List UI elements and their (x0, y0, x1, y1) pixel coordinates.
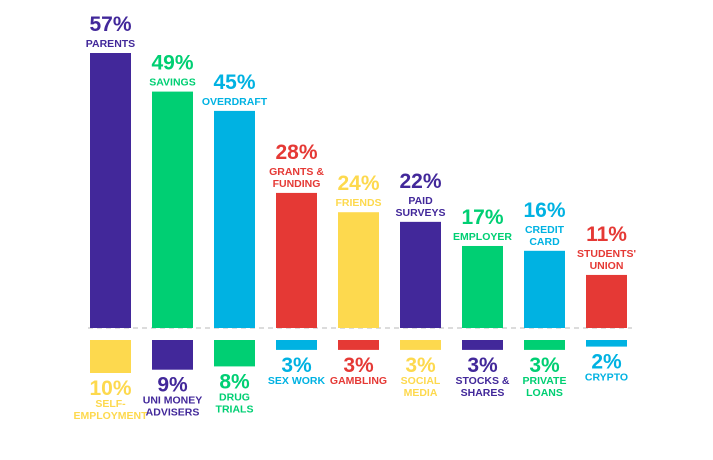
category-label-credit-card: CARD (529, 236, 560, 248)
category-label-grants-funding: FUNDING (273, 178, 321, 190)
value-label-paid-surveys: 22% (399, 170, 441, 193)
bar-students-union (586, 274, 627, 328)
bar-employer (462, 245, 503, 328)
value-label-self-employment: 10% (89, 377, 131, 400)
value-label-sex-work: 3% (281, 354, 312, 377)
value-label-friends: 24% (337, 172, 379, 195)
category-label-crypto: CRYPTO (585, 372, 628, 384)
category-label-students-union: UNION (590, 260, 624, 272)
category-label-parents: PARENTS (86, 38, 135, 50)
bar-drug-trials (214, 340, 255, 367)
bar-savings (152, 91, 193, 328)
value-label-overdraft: 45% (213, 71, 255, 94)
category-label-stocks-shares: STOCKS & (455, 375, 509, 387)
value-label-crypto: 2% (591, 351, 622, 374)
bar-stocks-shares (462, 340, 503, 350)
value-label-savings: 49% (151, 52, 193, 75)
bar-social-media (400, 340, 441, 350)
bar-paid-surveys (400, 221, 441, 328)
bar-uni-money-advisers (152, 340, 193, 370)
category-label-savings: SAVINGS (149, 77, 195, 89)
value-label-social-media: 3% (405, 354, 436, 377)
category-label-drug-trials: TRIALS (216, 403, 254, 415)
top-bar-series: 57% PARENTS 49% SAVINGS 45% OVERDRAFT 28% GRANT… (86, 13, 636, 328)
category-label-credit-card: CREDIT (525, 224, 565, 236)
category-label-overdraft: OVERDRAFT (202, 96, 268, 108)
value-label-credit-card: 16% (523, 199, 565, 222)
category-label-social-media: SOCIAL (401, 375, 441, 387)
category-label-uni-money-advisers: UNI MONEY (143, 395, 203, 407)
category-label-stocks-shares: SHARES (461, 387, 505, 399)
category-label-students-union: STUDENTS' (577, 248, 636, 260)
category-label-private-loans: LOANS (526, 387, 563, 399)
value-label-employer: 17% (461, 206, 503, 229)
value-label-students-union: 11% (586, 223, 627, 246)
bar-credit-card (524, 250, 565, 328)
category-label-drug-trials: DRUG (219, 391, 250, 403)
bar-grants-funding (276, 192, 317, 328)
category-label-sex-work: SEX WORK (268, 375, 326, 387)
value-label-private-loans: 3% (529, 354, 560, 377)
bar-overdraft (214, 110, 255, 328)
category-label-paid-surveys: PAID (408, 195, 433, 207)
category-label-grants-funding: GRANTS & (269, 166, 324, 178)
value-label-stocks-shares: 3% (467, 354, 498, 377)
value-label-grants-funding: 28% (275, 141, 317, 164)
category-label-uni-money-advisers: ADVISERS (146, 407, 200, 419)
bar-parents (90, 53, 131, 328)
bar-private-loans (524, 340, 565, 350)
category-label-paid-surveys: SURVEYS (396, 207, 446, 219)
value-label-gambling: 3% (343, 354, 374, 377)
category-label-friends: FRIENDS (335, 197, 381, 209)
category-label-gambling: GAMBLING (330, 375, 387, 387)
category-label-employer: EMPLOYER (453, 231, 512, 243)
value-label-drug-trials: 8% (219, 370, 250, 393)
bar-gambling (338, 340, 379, 350)
bar-friends (338, 212, 379, 328)
bar-crypto (586, 340, 627, 347)
category-label-self-employment: EMPLOYMENT (73, 410, 148, 422)
value-label-parents: 57% (89, 13, 131, 36)
category-label-social-media: MEDIA (404, 387, 438, 399)
category-label-private-loans: PRIVATE (523, 375, 567, 387)
bar-self-employment (90, 340, 131, 373)
category-label-self-employment: SELF- (95, 398, 126, 410)
bar-sex-work (276, 340, 317, 350)
value-label-uni-money-advisers: 9% (157, 374, 188, 397)
